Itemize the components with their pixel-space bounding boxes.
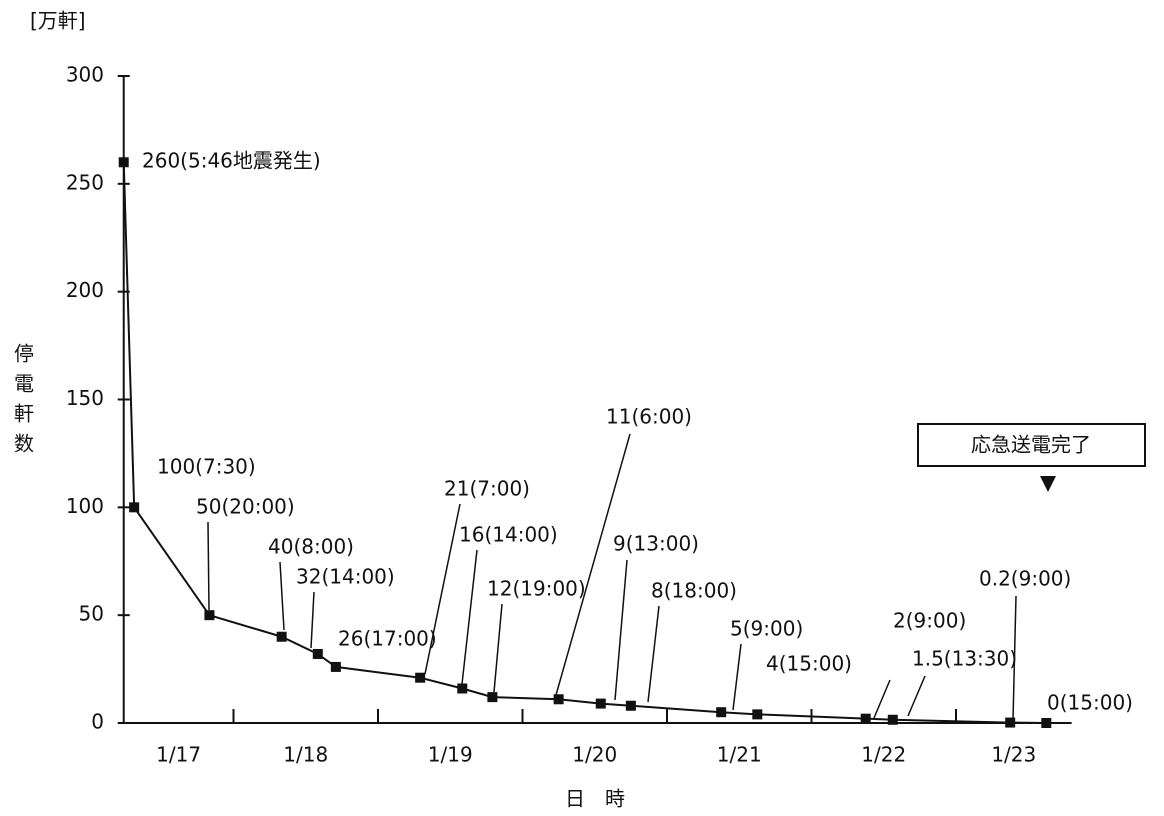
x-tick-label: 1/20 xyxy=(572,743,617,767)
leader-line xyxy=(207,521,210,611)
data-label: 1.5(13:30) xyxy=(912,647,1017,671)
leader-line xyxy=(555,433,631,696)
y-axis-label-char: 電 xyxy=(14,372,34,396)
data-label: 16(14:00) xyxy=(459,523,558,547)
leader-line xyxy=(873,679,891,719)
data-point xyxy=(860,713,871,724)
y-tick-label: 200 xyxy=(66,278,104,302)
data-label: 32(14:00) xyxy=(296,565,395,589)
data-label: 0.2(9:00) xyxy=(979,567,1071,591)
data-label: 5(9:00) xyxy=(730,617,803,641)
x-tick-label: 1/17 xyxy=(156,743,201,767)
annotation-box xyxy=(917,423,1146,467)
data-point xyxy=(330,661,341,672)
leader-line xyxy=(732,643,742,711)
data-label: 21(7:00) xyxy=(444,477,530,501)
data-label: 8(18:00) xyxy=(651,579,737,603)
data-point xyxy=(752,709,763,720)
leader-line xyxy=(310,591,315,649)
data-point xyxy=(487,692,498,703)
leader-line xyxy=(279,561,285,631)
leader-line xyxy=(461,549,478,685)
data-label: 26(17:00) xyxy=(338,627,437,651)
x-tick-label: 1/22 xyxy=(861,743,906,767)
y-tick-label: 150 xyxy=(66,386,104,410)
x-tick-label: 1/19 xyxy=(428,743,473,767)
data-point xyxy=(276,631,287,642)
data-point xyxy=(312,648,323,659)
data-label: 50(20:00) xyxy=(196,495,295,519)
data-label: 11(6:00) xyxy=(606,405,692,429)
annotation-text: 応急送電完了 xyxy=(971,433,1091,457)
y-axis-label-char: 停 xyxy=(14,342,34,366)
y-tick-label: 300 xyxy=(66,63,104,87)
data-point xyxy=(457,683,468,694)
data-point xyxy=(595,698,606,709)
leader-line xyxy=(647,605,660,703)
data-point xyxy=(625,700,636,711)
data-label: 260(5:46地震発生) xyxy=(142,149,321,173)
y-axis-label-char: 軒 xyxy=(14,402,34,426)
data-point xyxy=(118,157,129,168)
leader-line xyxy=(614,559,628,701)
y-tick-label: 0 xyxy=(91,710,104,734)
data-point xyxy=(887,714,898,725)
y-tick-label: 50 xyxy=(79,602,104,626)
data-point xyxy=(415,672,426,683)
data-point xyxy=(553,694,564,705)
data-point xyxy=(204,610,215,621)
data-label: 40(8:00) xyxy=(268,535,354,559)
data-point xyxy=(129,502,140,513)
leader-line xyxy=(493,603,503,693)
data-label: 0(15:00) xyxy=(1047,691,1133,715)
annotation-arrow xyxy=(1040,476,1056,492)
x-axis-label: 日 時 xyxy=(565,787,625,811)
y-tick-label: 100 xyxy=(66,494,104,518)
data-point xyxy=(1041,718,1052,728)
data-label: 100(7:30) xyxy=(157,455,256,479)
y-tick-label: 250 xyxy=(66,170,104,194)
y-axis-label-char: 数 xyxy=(14,432,34,456)
annotation: 応急送電完了 xyxy=(917,423,1146,492)
data-line xyxy=(122,162,1047,724)
x-tick-label: 1/18 xyxy=(283,743,328,767)
x-tick-label: 1/21 xyxy=(717,743,762,767)
data-label: 12(19:00) xyxy=(487,577,586,601)
data-point xyxy=(1005,717,1016,728)
data-point xyxy=(716,707,727,718)
data-label: 4(15:00) xyxy=(766,652,852,676)
leader-line xyxy=(1012,595,1017,721)
data-label: 9(13:00) xyxy=(613,532,699,556)
leader-line xyxy=(424,503,461,675)
unit-label: [万軒] xyxy=(30,9,86,33)
data-label: 2(9:00) xyxy=(893,609,966,633)
x-tick-label: 1/23 xyxy=(991,743,1036,767)
leader-line xyxy=(907,675,926,717)
